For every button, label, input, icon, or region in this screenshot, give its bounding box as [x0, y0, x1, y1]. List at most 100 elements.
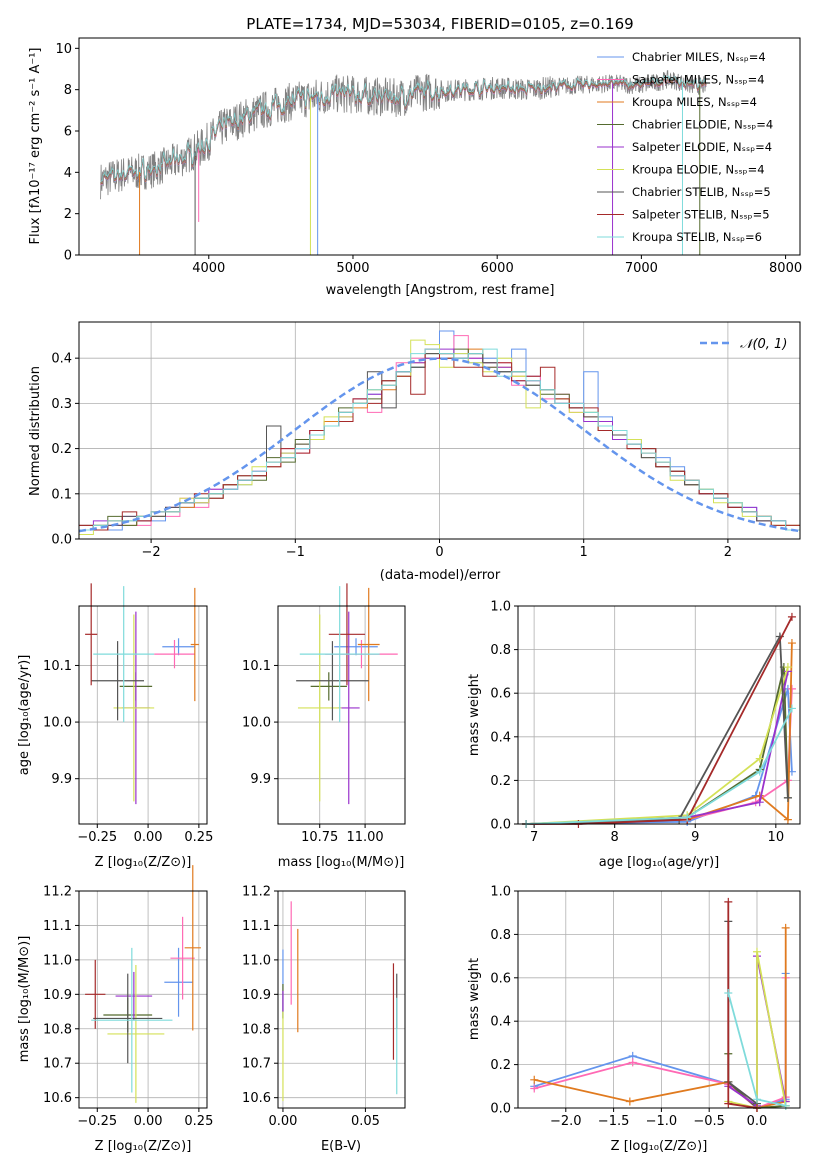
x-tick-label: 5000 [336, 261, 369, 276]
y-tick-label: 10.9 [43, 988, 72, 1003]
plus-marker [787, 684, 796, 693]
x-tick-label: 10 [768, 830, 785, 845]
y-tick-label: 10.1 [43, 659, 72, 674]
plus-marker [755, 767, 764, 776]
y-tick-label: 10.8 [242, 1022, 271, 1037]
x-tick-label: 0 [435, 545, 443, 560]
residual-legend: 𝒩(0, 1) [700, 337, 787, 352]
y-tick-label: 0.2 [490, 774, 511, 789]
y-tick-label: 10.0 [43, 716, 72, 731]
histogram-step-9 [78, 348, 800, 539]
plus-marker [787, 704, 796, 713]
mass-weight-age-ylabel: mass weight [467, 674, 482, 756]
spectrum-title: PLATE=1734, MJD=53034, FIBERID=0105, z=0… [246, 15, 633, 33]
plus-marker [628, 1058, 637, 1067]
mass-weight-vs-metallicity-panel: −2.0 −1.5 −1.0 −0.5 0.0 0.0 0.2 0.4 0.6 0.8 1.0 Z … [467, 885, 801, 1154]
x-tick-label: 6000 [481, 261, 514, 276]
y-tick-label: 11.2 [242, 885, 271, 900]
x-tick-label: −1.0 [646, 1114, 678, 1129]
plus-marker [787, 639, 796, 648]
legend-label-3: Kroupa MILES, Nₛₛₚ=4 [632, 95, 757, 109]
weight-line-6 [526, 666, 789, 825]
x-tick-label: −1 [286, 545, 305, 560]
plus-marker [724, 897, 733, 906]
x-tick-label: 7000 [625, 261, 658, 276]
y-tick-label: 10.7 [43, 1057, 72, 1072]
y-tick-label: 0.4 [490, 1015, 511, 1030]
y-tick-label: 0.0 [490, 818, 511, 833]
y-tick-label: 0.0 [490, 1102, 511, 1117]
weight-line-8 [526, 616, 793, 825]
weight-line-4 [526, 666, 789, 825]
y-tick-label: 0.6 [490, 971, 511, 986]
y-tick-label: 2 [64, 207, 72, 222]
mass-vs-metallicity-panel: −0.25 0.00 0.25 10.6 10.7 10.8 10.9 11.0 11.1 11.… [17, 865, 213, 1154]
legend-label-6: Kroupa ELODIE, Nₛₛₚ=4 [632, 163, 765, 177]
age-metallicity-xlabel: Z [log₁₀(Z/Z⊙)] [95, 855, 192, 870]
x-tick-label: 0.00 [268, 1114, 297, 1129]
plus-marker [683, 813, 692, 822]
x-tick-label: −2 [142, 545, 161, 560]
y-tick-label: 10.8 [43, 1022, 72, 1037]
y-tick-label: 0.8 [490, 928, 511, 943]
y-tick-label: 10.0 [242, 716, 271, 731]
legend-label-5: Salpeter ELODIE, Nₛₛₚ=4 [632, 140, 772, 154]
y-tick-label: 10 [55, 42, 72, 57]
x-tick-label: −0.25 [77, 1114, 117, 1129]
plus-marker [752, 947, 761, 956]
y-tick-label: 11.0 [242, 953, 271, 968]
y-tick-label: 0.1 [51, 487, 72, 502]
x-tick-label: −0.25 [77, 830, 117, 845]
spectrum-ylabel: Flux [fλ10⁻¹⁷ erg cm⁻² s⁻¹ A⁻¹] [28, 48, 43, 245]
legend-label-1: Chabrier MILES, Nₛₛₚ=4 [632, 50, 766, 64]
x-tick-label: 2 [724, 545, 732, 560]
x-tick-label: −2.0 [550, 1114, 582, 1129]
weight-line-9 [526, 708, 793, 825]
y-tick-label: 9.9 [250, 772, 271, 787]
y-tick-label: 0.8 [490, 643, 511, 658]
legend-label-9: Kroupa STELIB, Nₛₛₚ=6 [632, 230, 762, 244]
residual-axes-frame [78, 321, 801, 540]
age-vs-metallicity-panel: −0.25 0.00 0.25 9.9 10.0 10.1 Z [log₁₀(Z/Z⊙)]… [17, 583, 213, 870]
mass-vs-extinction-panel: 0.00 0.05 10.6 10.7 10.8 10.9 11.0 11.1 11.2 E(B… [242, 885, 406, 1154]
plus-marker [530, 1084, 539, 1093]
age-metallicity-ylabel: age [log₁₀(age/yr)] [17, 655, 32, 776]
x-tick-label: 0.05 [351, 1114, 380, 1129]
y-tick-label: 0 [64, 249, 72, 264]
y-tick-label: 0.4 [51, 352, 72, 367]
y-tick-label: 10.7 [242, 1057, 271, 1072]
residual-plot-area: −2 −1 0 1 2 0.0 0.1 0.2 0.3 0.4 [51, 322, 801, 560]
y-tick-label: 0.2 [51, 442, 72, 457]
mass-extinction-xlabel: E(B-V) [321, 1139, 361, 1154]
x-tick-label: 0.25 [184, 830, 213, 845]
age-mass-xlabel: mass [log₁₀(M/M⊙)] [278, 855, 405, 870]
x-tick-label: 8000 [769, 261, 802, 276]
plus-marker [787, 612, 796, 621]
normal-legend-label: 𝒩(0, 1) [740, 337, 787, 352]
weight-line-3 [534, 927, 787, 1109]
y-tick-label: 0.6 [490, 687, 511, 702]
mass-metallicity-ylabel: mass [log₁₀(M/M⊙)] [17, 936, 32, 1063]
observed-spectrum-line [100, 70, 707, 200]
residual-panel: −2 −1 0 1 2 0.0 0.1 0.2 0.3 0.4 (data-model)/erro… [28, 321, 801, 583]
x-tick-label: 4000 [192, 261, 225, 276]
model-spectrum-line-9 [100, 74, 707, 183]
spectrum-xlabel: wavelength [Angstrom, rest frame] [326, 283, 555, 298]
weight-line-7 [727, 921, 758, 1105]
y-tick-label: 10.6 [43, 1091, 72, 1106]
y-tick-label: 0.4 [490, 730, 511, 745]
plus-marker [755, 754, 764, 763]
y-tick-label: 11.1 [242, 919, 271, 934]
y-tick-label: 10.1 [242, 659, 271, 674]
mass-weight-metallicity-ylabel: mass weight [467, 958, 482, 1040]
x-tick-label: 0.0 [747, 1114, 768, 1129]
y-tick-label: 11.1 [43, 919, 72, 934]
y-tick-label: 10.6 [242, 1091, 271, 1106]
plus-marker [724, 1099, 733, 1108]
spectrum-plot-area: 4000 5000 6000 7000 8000 0 2 4 6 8 10 [55, 42, 802, 276]
x-tick-label: 9 [691, 830, 699, 845]
x-tick-label: 0.00 [134, 1114, 163, 1129]
residual-ylabel: Normed distribution [28, 366, 43, 496]
x-tick-label: 0.25 [184, 1114, 213, 1129]
